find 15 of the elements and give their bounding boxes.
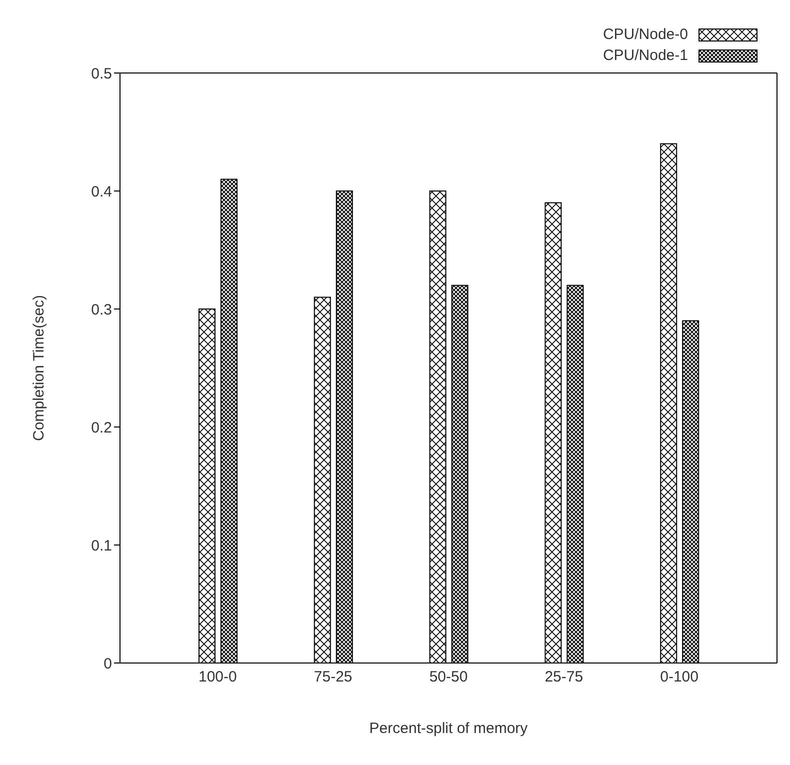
y-tick-label: 0.3: [91, 301, 112, 318]
y-axis-title: Completion Time(sec): [30, 295, 48, 441]
y-tick-label: 0: [104, 655, 112, 672]
y-tick-label: 0.5: [91, 65, 112, 82]
x-tick-label: 25-75: [544, 668, 584, 686]
legend-label: CPU/Node-1: [602, 47, 688, 64]
y-tick-label: 0.2: [91, 419, 112, 436]
x-tick-label: 75-25: [314, 668, 352, 686]
x-tick-label: 50-50: [429, 668, 468, 686]
y-tick-label: 0.4: [91, 183, 112, 200]
x-tick-label: 100-0: [198, 668, 237, 686]
y-tick-label: 0.1: [91, 537, 112, 554]
legend-label: CPU/Node-0: [602, 26, 688, 43]
x-axis-title: Percent-split of memory: [369, 720, 528, 737]
x-tick-label: 0-100: [660, 668, 698, 686]
